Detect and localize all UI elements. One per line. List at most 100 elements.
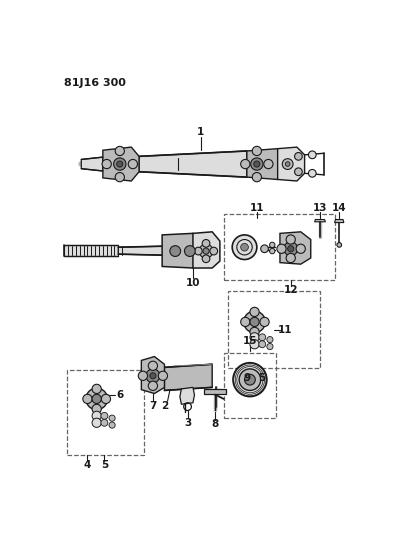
Circle shape	[259, 334, 266, 341]
Circle shape	[148, 361, 158, 370]
Text: 11: 11	[278, 325, 293, 335]
Text: 81J16 300: 81J16 300	[64, 78, 126, 88]
Circle shape	[270, 242, 275, 248]
Circle shape	[92, 384, 101, 393]
Bar	[224, 353, 276, 418]
Circle shape	[267, 336, 273, 343]
Polygon shape	[180, 387, 194, 405]
Polygon shape	[141, 357, 164, 393]
Circle shape	[308, 151, 316, 159]
Circle shape	[284, 242, 298, 256]
Text: 14: 14	[332, 203, 346, 213]
Circle shape	[202, 255, 210, 263]
Circle shape	[270, 248, 275, 254]
Circle shape	[296, 244, 305, 253]
Text: 7: 7	[149, 401, 156, 411]
Circle shape	[203, 248, 209, 254]
Circle shape	[83, 394, 92, 403]
Circle shape	[260, 317, 269, 327]
Circle shape	[150, 373, 156, 379]
Polygon shape	[81, 157, 103, 171]
Circle shape	[286, 235, 295, 244]
Circle shape	[308, 169, 316, 177]
Circle shape	[109, 415, 115, 421]
Circle shape	[92, 394, 101, 403]
Circle shape	[252, 173, 261, 182]
Text: 1: 1	[197, 127, 204, 138]
Circle shape	[250, 308, 259, 317]
Circle shape	[244, 311, 265, 333]
Circle shape	[259, 341, 266, 348]
Polygon shape	[278, 147, 305, 181]
Circle shape	[239, 369, 261, 391]
Bar	[224, 214, 335, 280]
Circle shape	[199, 244, 213, 258]
Text: 3: 3	[184, 418, 191, 428]
Polygon shape	[64, 245, 118, 256]
Polygon shape	[204, 389, 226, 393]
Circle shape	[250, 340, 259, 349]
Circle shape	[158, 371, 168, 381]
Text: 2: 2	[162, 401, 169, 411]
Circle shape	[264, 159, 273, 168]
Circle shape	[295, 152, 302, 160]
Circle shape	[250, 327, 259, 336]
Circle shape	[241, 317, 250, 327]
Circle shape	[146, 369, 160, 383]
Circle shape	[251, 158, 263, 170]
Polygon shape	[118, 246, 185, 256]
Circle shape	[86, 388, 107, 410]
Text: 12: 12	[284, 285, 298, 295]
Circle shape	[148, 381, 158, 391]
Circle shape	[138, 371, 147, 381]
Circle shape	[92, 411, 101, 421]
Circle shape	[254, 161, 260, 167]
Circle shape	[128, 159, 137, 168]
Circle shape	[101, 419, 108, 426]
Text: 5: 5	[101, 460, 108, 470]
Circle shape	[250, 317, 259, 327]
Text: 6: 6	[116, 390, 124, 400]
Circle shape	[92, 405, 101, 414]
Circle shape	[202, 239, 210, 247]
Circle shape	[252, 147, 261, 156]
Circle shape	[115, 147, 124, 156]
Text: 11: 11	[249, 203, 264, 213]
Text: 8: 8	[211, 419, 219, 429]
Circle shape	[277, 244, 286, 253]
Circle shape	[287, 246, 294, 252]
Bar	[228, 291, 320, 368]
Bar	[67, 370, 145, 455]
Circle shape	[114, 158, 126, 170]
Circle shape	[241, 244, 248, 251]
Circle shape	[109, 422, 115, 428]
Text: 15: 15	[243, 336, 257, 346]
Circle shape	[233, 363, 267, 397]
Circle shape	[101, 394, 110, 403]
Circle shape	[92, 418, 101, 427]
Circle shape	[295, 168, 302, 175]
Polygon shape	[162, 233, 203, 268]
Text: 9: 9	[243, 373, 250, 383]
Polygon shape	[280, 232, 311, 264]
Polygon shape	[164, 364, 212, 391]
Circle shape	[286, 253, 295, 263]
Circle shape	[282, 159, 293, 169]
Circle shape	[241, 159, 250, 168]
Polygon shape	[103, 147, 139, 181]
Polygon shape	[193, 232, 220, 268]
Circle shape	[210, 247, 217, 255]
Circle shape	[115, 173, 124, 182]
Polygon shape	[314, 220, 326, 222]
Polygon shape	[335, 220, 344, 223]
Circle shape	[185, 246, 195, 256]
Circle shape	[101, 413, 108, 419]
Text: 10: 10	[186, 278, 200, 288]
Circle shape	[194, 247, 202, 255]
Circle shape	[261, 245, 268, 253]
Circle shape	[337, 243, 341, 247]
Text: 4: 4	[84, 460, 91, 470]
Circle shape	[170, 246, 181, 256]
Circle shape	[102, 159, 111, 168]
Circle shape	[286, 161, 290, 166]
